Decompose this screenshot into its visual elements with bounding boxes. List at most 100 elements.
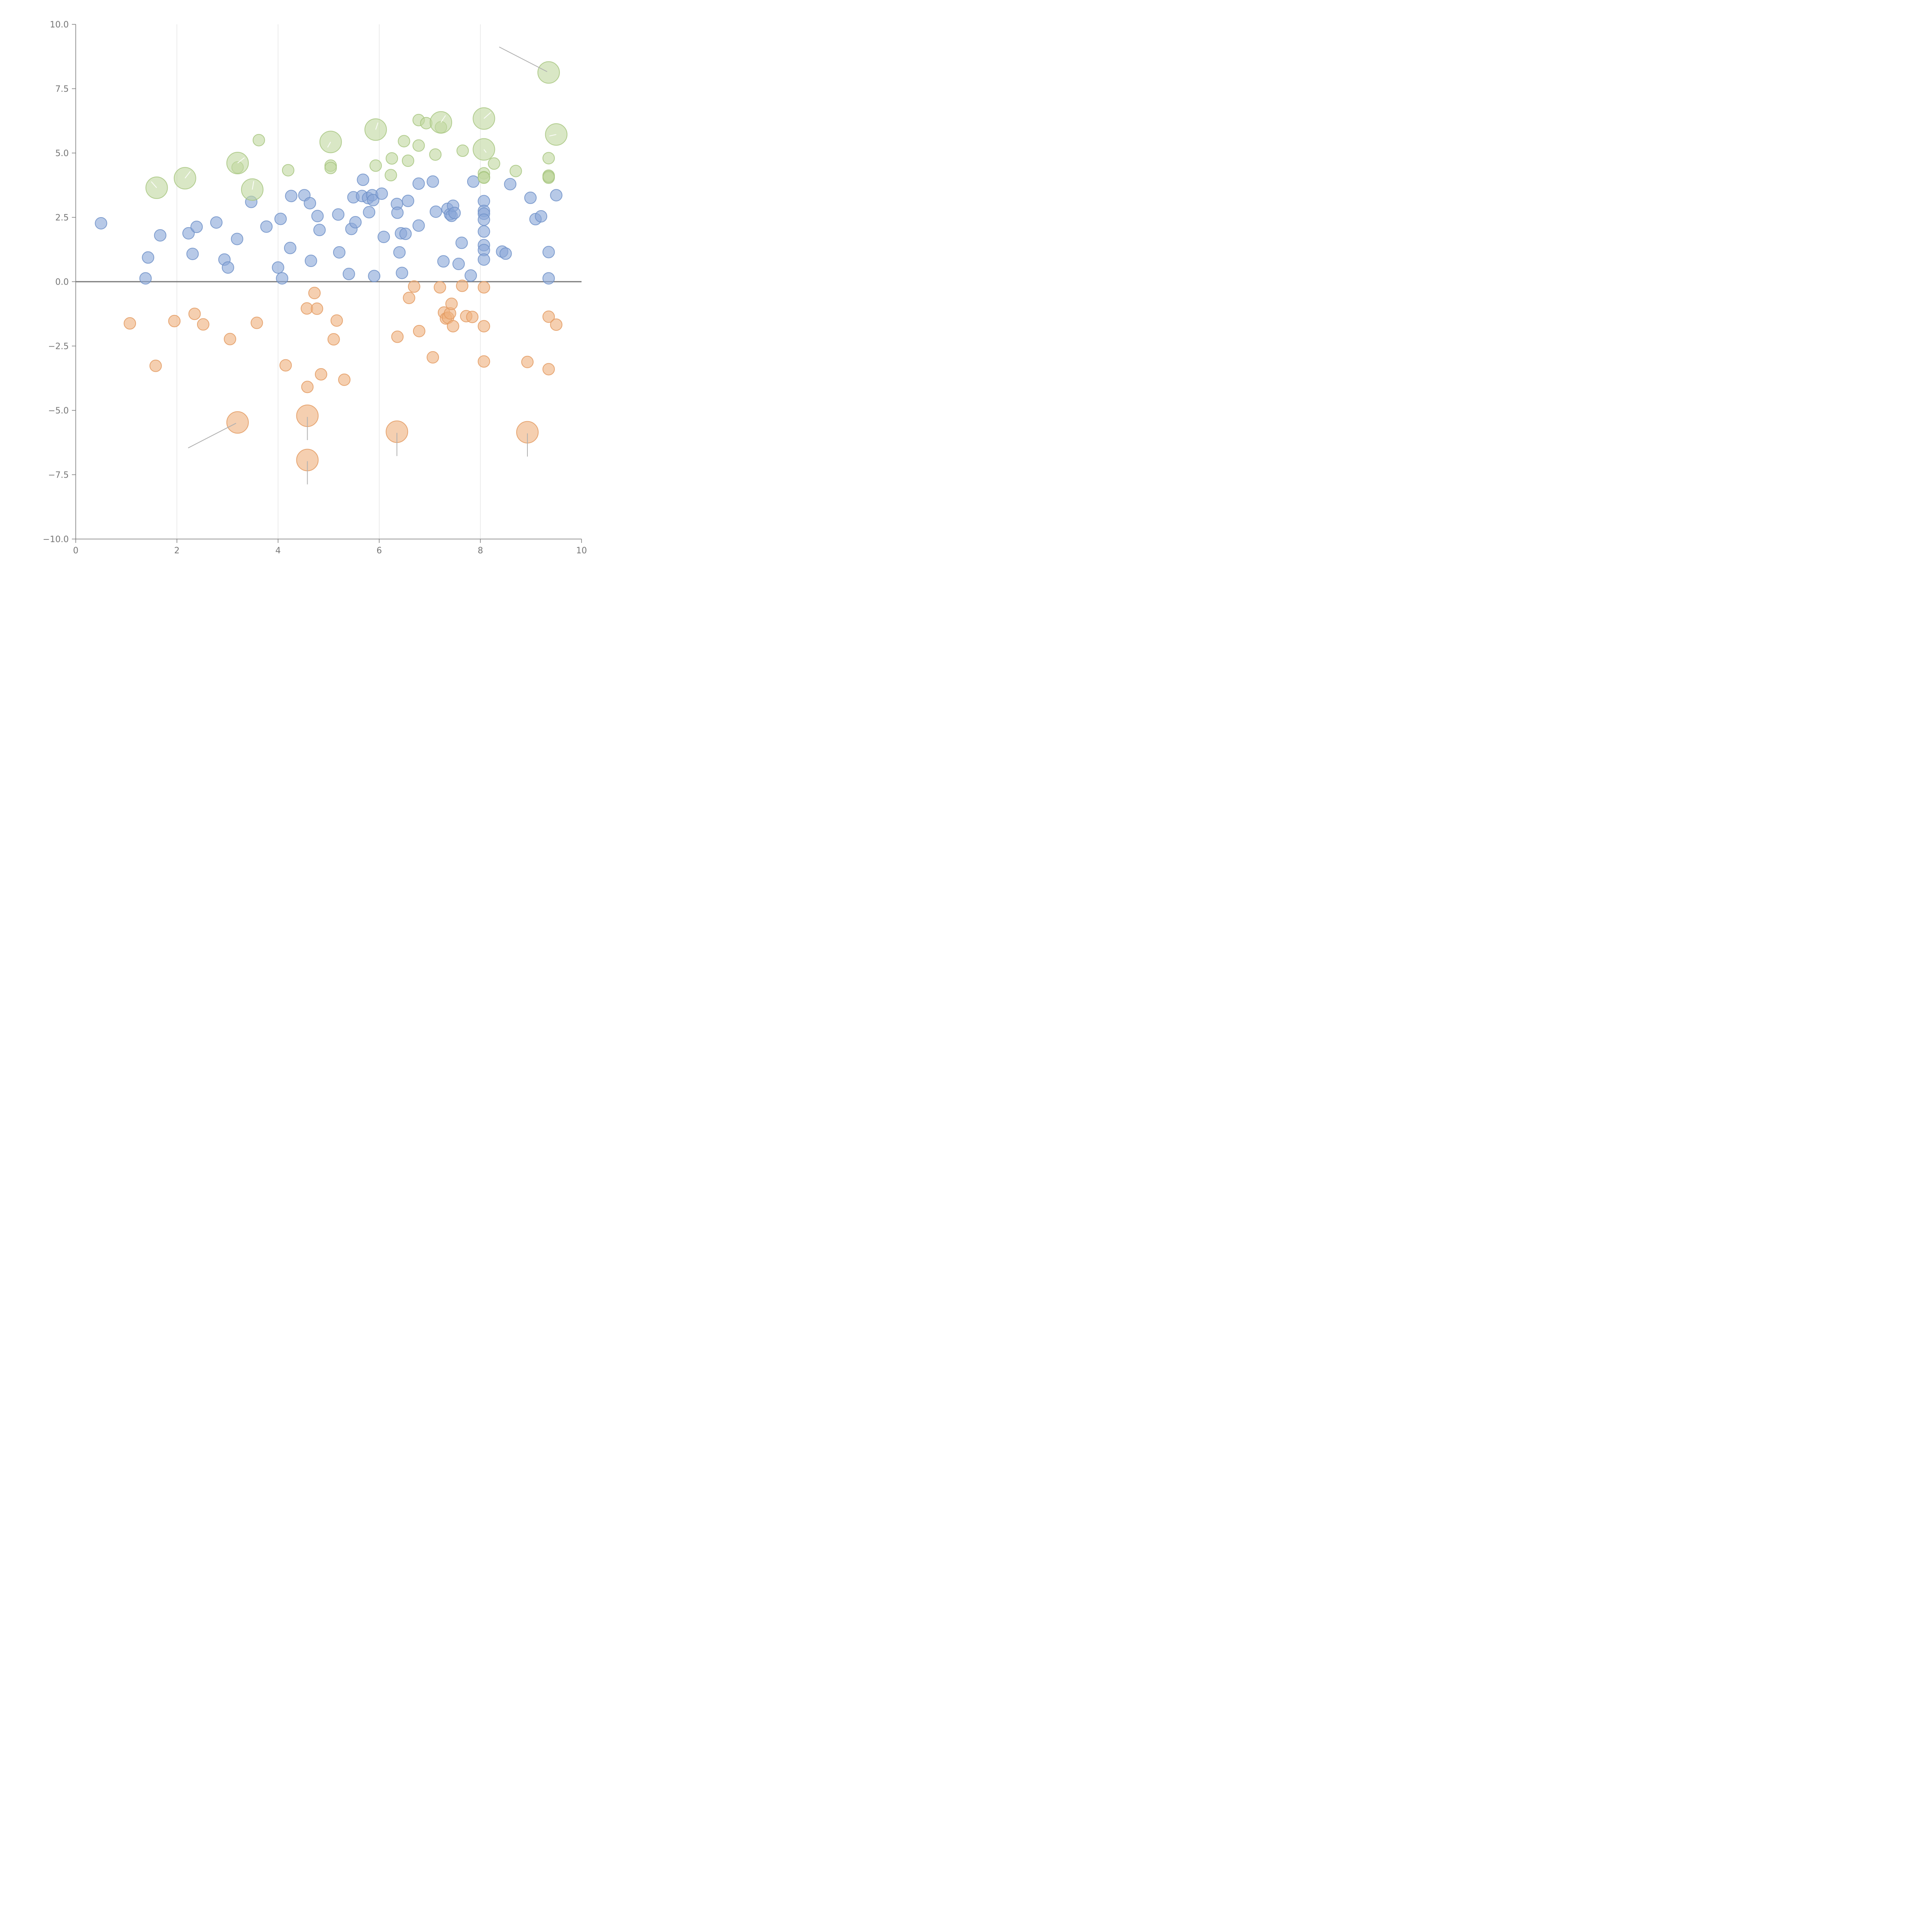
blue-point <box>478 253 490 266</box>
blue-point <box>284 242 297 254</box>
y-tick-label: −2.5 <box>48 342 69 352</box>
orange-point <box>478 355 490 368</box>
green-point <box>412 139 425 152</box>
green-point <box>542 152 555 165</box>
blue-point <box>332 208 345 221</box>
x-tick-label: 0 <box>73 546 78 556</box>
orange-point <box>149 359 162 372</box>
blue-point <box>393 246 406 259</box>
orange-point <box>279 359 292 372</box>
blue-point <box>478 225 490 238</box>
annotation-leader-line <box>252 181 254 190</box>
green-point <box>324 162 337 174</box>
orange-point <box>542 310 555 323</box>
annotation-leader-line <box>327 141 331 148</box>
blue-point <box>210 216 223 229</box>
blue-point <box>154 229 167 242</box>
blue-point <box>375 187 388 200</box>
annotation-leader-line <box>237 157 245 163</box>
blue-point <box>391 206 404 219</box>
x-tick-label: 8 <box>478 546 483 556</box>
blue-point <box>363 206 376 219</box>
green-point <box>456 145 469 157</box>
green-point <box>478 171 490 184</box>
blue-point <box>139 272 152 285</box>
blue-point <box>542 272 555 285</box>
orange-point <box>338 373 351 386</box>
blue-point <box>142 251 155 264</box>
orange-point <box>308 287 321 299</box>
blue-point <box>542 246 555 259</box>
annotation-leader-line <box>184 171 191 179</box>
blue-point <box>342 268 355 281</box>
blue-point <box>478 213 490 226</box>
orange-point <box>330 314 343 327</box>
blue-point <box>357 173 369 186</box>
annotation-leader-line <box>375 122 379 130</box>
blue-point <box>455 236 468 249</box>
green-highlight-point <box>537 61 560 84</box>
orange-point <box>456 279 469 292</box>
annotation-leader-line <box>499 46 548 72</box>
blue-point <box>367 194 379 206</box>
orange-point <box>445 298 458 310</box>
orange-point <box>413 325 425 337</box>
green-point <box>542 170 555 183</box>
y-tick-label: −10.0 <box>43 535 69 544</box>
green-highlight-point <box>241 178 264 201</box>
blue-point <box>399 228 412 240</box>
y-tick-label: −5.0 <box>48 406 69 416</box>
y-tick-label: 7.5 <box>55 85 69 94</box>
blue-point <box>535 210 548 223</box>
green-point <box>384 169 397 182</box>
orange-point <box>124 317 136 330</box>
blue-point <box>274 213 287 225</box>
blue-point <box>524 191 537 204</box>
green-point <box>429 148 442 161</box>
y-tick-label: 0.0 <box>55 277 69 287</box>
blue-point <box>412 177 425 190</box>
blue-point <box>378 231 390 243</box>
orange-point <box>403 291 415 304</box>
blue-point <box>313 224 326 236</box>
y-tick-label: 5.0 <box>55 149 69 158</box>
orange-point <box>311 302 323 315</box>
blue-point <box>304 255 317 267</box>
blue-point <box>396 267 408 279</box>
orange-point <box>542 363 555 376</box>
blue-point <box>276 272 289 285</box>
orange-point <box>301 381 314 393</box>
orange-highlight-point <box>226 411 249 434</box>
orange-point <box>478 320 490 333</box>
orange-point <box>521 355 534 368</box>
orange-point <box>250 316 263 329</box>
y-tick-label: 10.0 <box>50 20 69 30</box>
blue-point <box>182 227 195 240</box>
annotation-leader-line <box>188 423 236 449</box>
orange-point <box>224 333 236 345</box>
blue-point <box>272 261 284 274</box>
blue-point <box>464 269 477 282</box>
annotation-leader-line <box>483 112 492 119</box>
blue-point <box>190 221 203 233</box>
green-highlight-point <box>145 176 168 199</box>
orange-point <box>315 368 327 381</box>
blue-point <box>452 258 465 270</box>
annotation-leader-line <box>549 134 556 137</box>
green-point <box>252 134 265 146</box>
green-point <box>369 159 382 172</box>
blue-point <box>304 197 316 209</box>
green-point <box>282 164 294 177</box>
blue-point <box>311 210 324 223</box>
blue-point <box>222 261 235 274</box>
blue-point <box>402 194 415 207</box>
blue-point <box>231 233 243 245</box>
orange-point <box>168 315 181 327</box>
x-tick-label: 6 <box>376 546 382 556</box>
tick-labels: 10.0 7.5 5.0 2.5 0.0 −2.5 −5.0 −7.5 −10.0 0 2 4 6 8 10 <box>43 20 587 556</box>
data-points <box>95 61 568 471</box>
blue-point <box>260 220 273 233</box>
blue-point <box>448 207 461 219</box>
annotation-leaders <box>151 46 556 485</box>
x-tick-label: 4 <box>276 546 281 556</box>
